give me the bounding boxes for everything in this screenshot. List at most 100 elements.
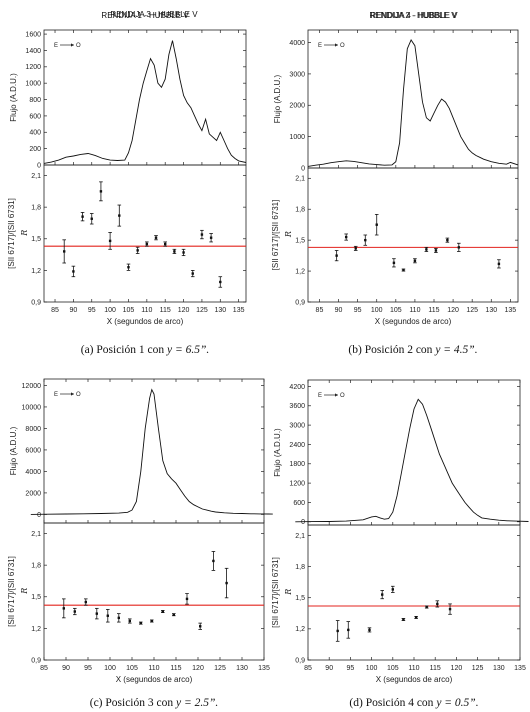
data-marker [392,261,396,265]
orientation-arrowhead [335,393,338,397]
data-marker [375,223,378,226]
flux-ytick-label: 2000 [25,490,41,497]
flux-plot-frame [307,29,519,169]
ratio-data-point [414,615,418,619]
data-marker [434,249,438,252]
ratio-ytick-label: 2,1 [295,533,305,540]
ratio-ytick-label: 0,9 [295,657,305,664]
flux-ytick-label: 2000 [289,103,305,110]
flux-ytick-label: 0 [37,512,41,519]
x-axis-label: X (segundos de arco) [116,675,193,684]
flux-ytick-label: 1200 [25,64,41,71]
xtick-label: 100 [366,665,378,672]
east-label: E [318,393,322,399]
ratio-r-label: R [20,588,29,595]
flux-ytick-label: 4200 [289,384,305,391]
ratio-data-point [211,551,216,571]
ratio-data-point [181,248,186,257]
ratio-data-point [145,241,149,247]
flux-ytick-label: 1200 [289,481,305,488]
flux-ytick-label: 400 [29,130,41,137]
data-marker [118,214,121,217]
data-marker [90,217,93,220]
ratio-data-point [117,613,121,623]
orientation-arrowhead [335,43,338,47]
data-marker [425,605,428,609]
ratio-data-point [435,600,440,608]
ratio-ylabel: [SII 6717]/[SII 6731] [271,200,280,271]
xtick-label: 100 [104,307,116,314]
data-marker [172,613,175,616]
ratio-data-point [367,627,372,633]
ratio-data-point [401,618,406,621]
flux-ytick-label: 10000 [22,404,42,411]
ratio-data-point [80,212,85,222]
ratio-ytick-label: 0,9 [31,657,41,664]
data-marker [381,593,384,596]
ratio-ytick-label: 0,9 [295,299,305,306]
ratio-ytick-label: 2,1 [31,173,41,180]
ratio-plot-frame [43,522,265,661]
data-marker [402,618,405,621]
ratio-data-point [73,607,77,616]
data-marker [414,616,418,619]
xtick-label: 105 [126,665,138,672]
ratio-ytick-label: 1,5 [31,594,41,601]
caption-math: y = 0.5”. [435,697,478,709]
data-marker [200,233,204,236]
xtick-label: 85 [304,665,312,672]
ratio-data-point [139,621,143,625]
flux-ytick-label: 1800 [289,461,305,468]
orientation-arrowhead [71,43,74,47]
ratio-ytick-label: 1,2 [295,626,305,633]
ratio-data-point [161,610,165,613]
ratio-data-point [106,609,110,623]
ratio-data-point [190,269,195,278]
flux-ytick-label: 2400 [289,442,305,449]
flux-ytick-label: 0 [301,519,305,526]
ratio-data-point [380,590,384,600]
data-marker [344,235,348,239]
data-marker [402,268,405,272]
x-axis-label: X (segundos de arco) [376,675,453,684]
flux-ylabel: Flujo (A.D.U.) [273,74,282,123]
data-marker [63,250,66,253]
xtick-label: 105 [123,307,135,314]
flux-ytick-label: 6000 [25,447,41,454]
ratio-data-point [344,233,348,241]
ratio-data-point [346,621,351,639]
panel-title: RENDIJA 3 - HUBBLE V [110,10,198,19]
xtick-label: 90 [69,307,77,314]
xtick-label: 90 [62,665,70,672]
data-marker [136,249,139,252]
ratio-data-point [89,213,94,225]
east-label: E [54,43,58,49]
ratio-data-point [108,232,112,250]
ratio-ytick-label: 1,2 [31,626,41,633]
xtick-label: 90 [325,665,333,672]
ratio-data-point [218,276,223,288]
data-marker [117,616,120,620]
data-marker [209,236,213,239]
data-marker [164,242,167,246]
ratio-data-point [457,242,461,252]
east-label: E [54,392,58,398]
data-marker [446,238,449,242]
west-label: O [340,43,345,49]
xtick-label: 120 [451,665,463,672]
data-marker [425,248,428,251]
xtick-label: 110 [148,665,159,672]
ratio-data-point [150,619,154,623]
flux-ytick-label: 1600 [25,31,41,38]
xtick-label: 115 [428,307,439,314]
ratio-data-point [335,620,340,642]
ratio-data-point [497,259,501,269]
panel-title: RENDIJA 1 - HUBBLE V [101,11,189,20]
data-marker [73,610,76,613]
flux-ytick-label: 3000 [289,423,305,430]
xtick-label: 105 [387,665,399,672]
caption-text: (c) Posición 3 con [90,697,176,709]
xtick-label: 125 [466,307,478,314]
chart-panel-1: RENDIJA 1 - HUBBLE V 0 200 400 600 800 1000 120… [7,11,247,356]
data-marker [448,607,452,611]
